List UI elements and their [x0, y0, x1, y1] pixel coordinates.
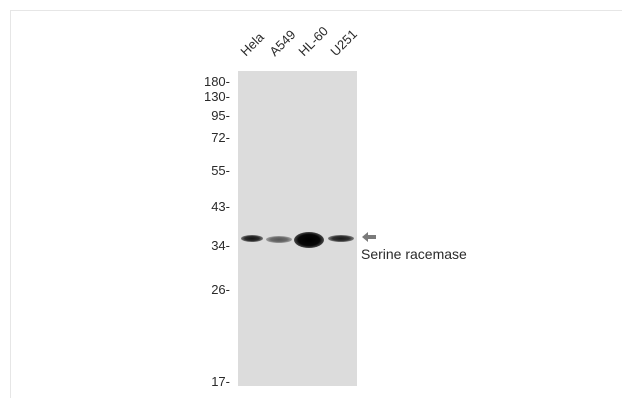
mw-marker-17: 17-: [211, 374, 230, 389]
lane-label-u251: U251: [327, 26, 360, 59]
mw-marker-55: 55-: [211, 163, 230, 178]
mw-marker-95: 95-: [211, 108, 230, 123]
mw-marker-26: 26-: [211, 282, 230, 297]
left-arrow-icon: [362, 232, 376, 242]
band-u251: [328, 235, 354, 242]
lane-label-hela: Hela: [237, 29, 267, 59]
lane-label-a549: A549: [266, 27, 298, 59]
target-protein-label: Serine racemase: [361, 246, 467, 262]
mw-marker-180: 180-: [204, 74, 230, 89]
frame-border-left: [10, 10, 11, 398]
mw-marker-72: 72-: [211, 130, 230, 145]
band-hela: [241, 235, 263, 242]
band-hl60: [294, 232, 324, 248]
mw-marker-130: 130-: [204, 89, 230, 104]
mw-marker-43: 43-: [211, 199, 230, 214]
mw-marker-34: 34-: [211, 238, 230, 253]
frame-border-top: [10, 10, 622, 11]
lane-label-hl60: HL-60: [295, 23, 331, 59]
band-a549: [266, 236, 292, 243]
blot-membrane: [238, 71, 357, 386]
